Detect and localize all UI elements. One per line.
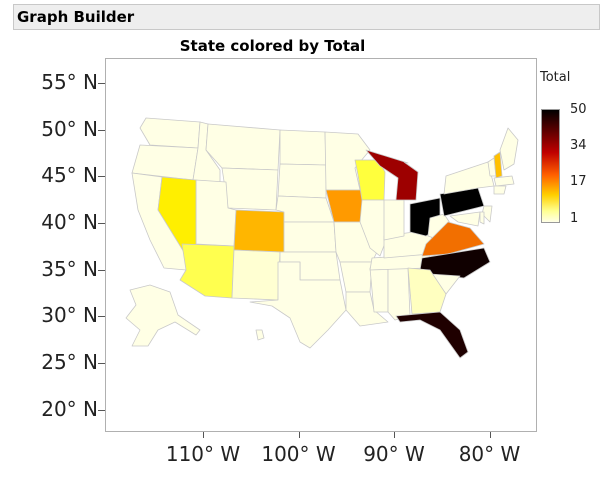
- y-tick-mark: [98, 83, 105, 84]
- x-tick-mark: [489, 432, 491, 438]
- state-indiana[interactable]: [383, 199, 405, 241]
- state-wyoming[interactable]: [221, 167, 279, 211]
- legend-tick-label: 17: [570, 174, 587, 189]
- state-south-dakota[interactable]: [277, 163, 327, 199]
- state-georgia[interactable]: [407, 267, 447, 315]
- state-michigan[interactable]: [365, 149, 419, 201]
- state-texas[interactable]: [249, 261, 347, 349]
- y-tick-label: 45° N: [41, 163, 98, 188]
- y-tick-mark: [98, 409, 105, 411]
- x-tick-label: 110° W: [165, 442, 241, 466]
- x-tick-label: 90° W: [363, 442, 425, 466]
- state-florida[interactable]: [395, 311, 469, 359]
- state-maine[interactable]: [499, 127, 519, 171]
- x-tick-label: 80° W: [458, 442, 521, 466]
- state-maryland[interactable]: [449, 211, 481, 227]
- chart-title: State colored by Total: [179, 37, 366, 55]
- x-tick-label: 100° W: [261, 442, 336, 466]
- state-colorado[interactable]: [233, 209, 285, 253]
- legend-tick-label: 34: [570, 138, 587, 153]
- state-new-jersey[interactable]: [481, 205, 493, 223]
- state-delaware[interactable]: [479, 211, 485, 225]
- state-alabama[interactable]: [387, 267, 411, 321]
- state-new-york[interactable]: [443, 161, 495, 195]
- state-connecticut[interactable]: [493, 185, 507, 195]
- y-tick-label: 40° N: [41, 209, 98, 234]
- state-arkansas[interactable]: [339, 261, 373, 293]
- state-louisiana[interactable]: [345, 291, 389, 327]
- y-tick-mark: [98, 269, 105, 271]
- x-tick-mark: [203, 432, 204, 438]
- y-tick-label: 50° N: [41, 116, 98, 141]
- legend-title: Total: [540, 70, 571, 85]
- state-new-hampshire[interactable]: [493, 151, 503, 179]
- window-title: Graph Builder: [17, 8, 135, 26]
- y-tick-label: 30° N: [41, 303, 98, 328]
- state-kansas[interactable]: [283, 221, 337, 253]
- state-montana[interactable]: [205, 123, 281, 171]
- window-titlebar[interactable]: Graph Builder: [13, 4, 600, 30]
- state-washington[interactable]: [139, 117, 201, 149]
- state-north-dakota[interactable]: [279, 129, 327, 166]
- x-tick-mark: [298, 432, 300, 438]
- y-tick-mark: [98, 176, 105, 178]
- legend-tick-label: 1: [570, 211, 579, 226]
- state-massachusetts[interactable]: [493, 175, 515, 187]
- state-nebraska[interactable]: [275, 195, 335, 223]
- state-hawaii[interactable]: [255, 329, 265, 341]
- y-tick-label: 35° N: [41, 256, 98, 281]
- y-tick-mark: [98, 316, 105, 318]
- y-tick-label: 25° N: [41, 349, 98, 374]
- state-arizona[interactable]: [179, 243, 235, 299]
- y-tick-mark: [98, 129, 105, 131]
- y-tick-mark: [98, 222, 105, 224]
- y-tick-mark: [98, 362, 105, 364]
- y-tick-label: 55° N: [41, 70, 98, 94]
- legend-tick-label: 50: [570, 102, 587, 117]
- legend-gradient-bar: [541, 109, 560, 223]
- state-new-mexico[interactable]: [231, 249, 281, 301]
- x-tick-mark: [394, 432, 395, 438]
- y-tick-label: 20° N: [41, 396, 98, 421]
- state-alaska[interactable]: [125, 284, 201, 347]
- state-virginia[interactable]: [421, 221, 485, 257]
